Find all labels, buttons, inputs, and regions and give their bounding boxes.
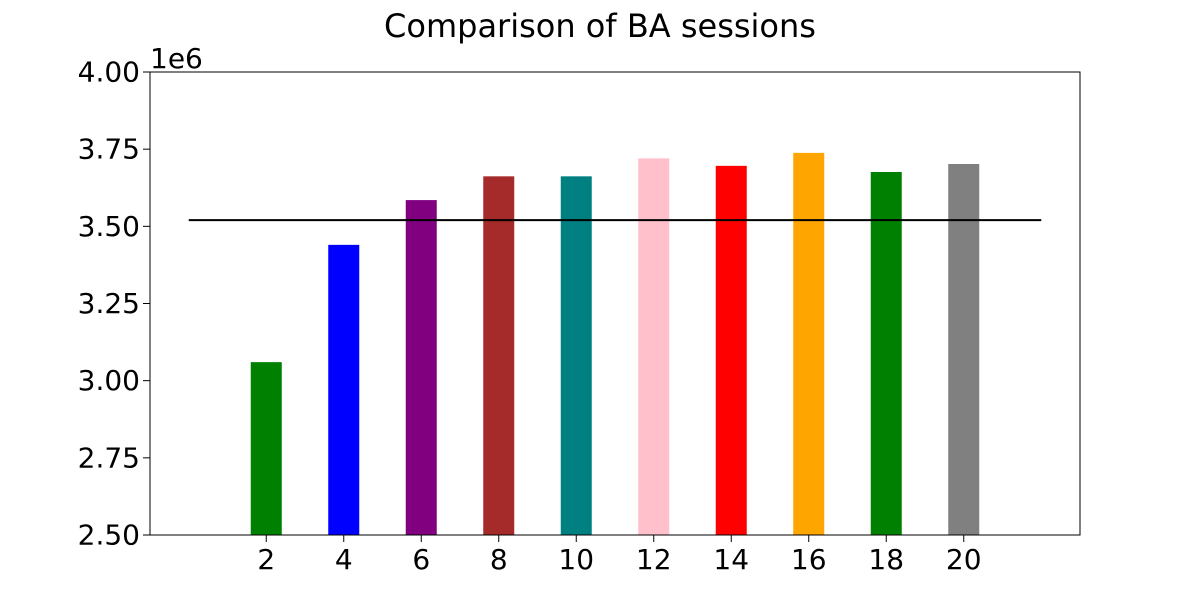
y-tick-label: 3.00	[78, 364, 140, 397]
x-tick-label: 20	[946, 543, 982, 576]
y-tick-label: 2.75	[78, 441, 140, 474]
x-tick-label: 16	[791, 543, 827, 576]
bars-group	[250, 152, 980, 536]
x-tick-label: 8	[490, 543, 508, 576]
x-tick-label: 4	[335, 543, 353, 576]
x-axis: 2 4 6 8 10 12 14 16 18 20	[257, 535, 982, 576]
x-tick-label: 2	[257, 543, 275, 576]
x-tick-label: 6	[412, 543, 430, 576]
x-tick-label: 14	[713, 543, 749, 576]
y-tick-label: 4.00	[78, 56, 140, 89]
y-tick-label: 3.25	[78, 287, 140, 320]
chart-title: Comparison of BA sessions	[384, 7, 816, 45]
y-tick-label: 2.50	[78, 519, 140, 552]
y-axis-offset-label: 1e6	[150, 42, 203, 75]
x-tick-label: 18	[868, 543, 904, 576]
y-tick-label: 3.50	[78, 210, 140, 243]
plot-frame	[149, 71, 1081, 536]
bar-10	[560, 176, 592, 535]
x-tick-label: 10	[558, 543, 594, 576]
y-axis: 2.50 2.75 3.00 3.25 3.50 3.75 4.00	[78, 56, 150, 552]
bar-14	[715, 165, 747, 536]
bar-8	[483, 176, 515, 535]
y-tick-label: 3.75	[78, 133, 140, 166]
bar-12	[638, 158, 670, 535]
bar-6	[405, 200, 437, 535]
bar-4	[328, 244, 360, 535]
x-tick-label: 12	[636, 543, 672, 576]
bar-2	[250, 362, 282, 535]
bar-20	[948, 163, 980, 535]
bar-16	[793, 152, 825, 535]
bar-18	[870, 172, 902, 535]
